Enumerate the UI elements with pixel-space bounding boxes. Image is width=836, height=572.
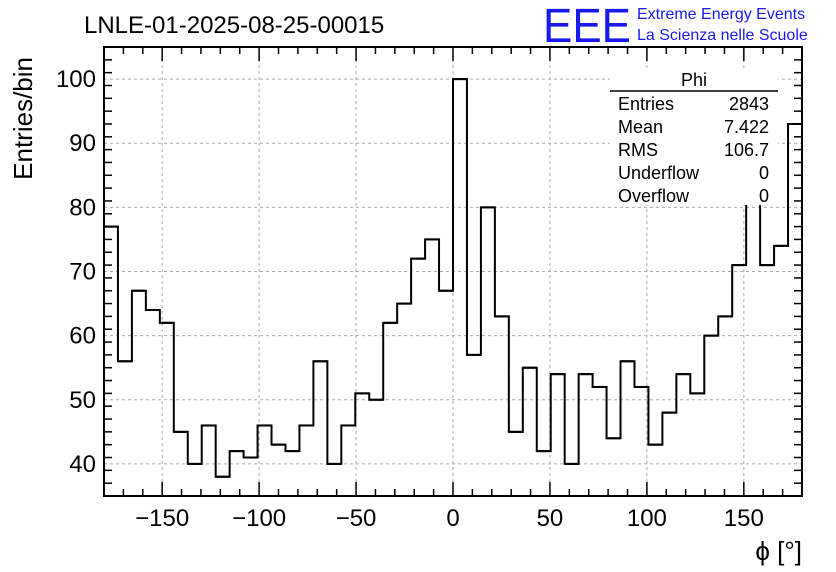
stats-row-label: Overflow [618, 186, 690, 206]
x-tick-label: −100 [232, 505, 286, 532]
x-axis-label: ϕ [°] [755, 536, 802, 566]
eee-logo: EEE Extreme Energy Events La Scienza nel… [543, 0, 808, 53]
stats-box: Phi Entries 2843 Mean 7.422 RMS 106.7 Underflo… [610, 70, 778, 206]
logo-line1: Extreme Energy Events [637, 6, 805, 23]
logo-line2: La Scienza nelle Scuole [637, 27, 808, 44]
x-tick-label: −150 [135, 505, 189, 532]
x-tick-label: −50 [336, 505, 377, 532]
stats-row-value: 0 [759, 186, 769, 206]
x-tick-label: 0 [446, 505, 459, 532]
stats-row-label: RMS [618, 140, 658, 160]
x-tick-labels: −150 −100 −50 0 50 100 150 [135, 505, 764, 532]
stats-rows: Entries 2843 Mean 7.422 RMS 106.7 Underflow 0 Ov… [618, 94, 769, 206]
stats-box-bg [610, 70, 778, 205]
stats-row-label: Entries [618, 94, 674, 114]
y-tick-labels: 40 50 60 70 80 90 100 [56, 66, 96, 478]
y-axis-label: Entries/bin [8, 57, 38, 180]
stats-row-value: 0 [759, 163, 769, 183]
plot-frame [103, 46, 803, 497]
y-tick-label: 80 [69, 194, 96, 221]
histogram-bins [104, 78, 802, 478]
stats-row-value: 106.7 [724, 140, 769, 160]
logo-mark: EEE [543, 0, 631, 53]
y-tick-label: 100 [56, 66, 96, 93]
chart-title: LNLE-01-2025-08-25-00015 [84, 12, 384, 39]
x-tick-label: 50 [537, 505, 564, 532]
stats-row-value: 7.422 [724, 117, 769, 137]
y-tick-label: 90 [69, 130, 96, 157]
x-tick-label: 150 [724, 505, 764, 532]
histogram-outline [103, 78, 803, 496]
y-tick-label: 60 [69, 323, 96, 350]
stats-row-label: Underflow [618, 163, 700, 183]
y-tick-label: 50 [69, 387, 96, 414]
y-tick-label: 40 [69, 451, 96, 478]
x-tick-label: 100 [627, 505, 667, 532]
y-tick-label: 70 [69, 259, 96, 286]
stats-row-value: 2843 [729, 94, 769, 114]
stats-title: Phi [681, 70, 707, 90]
stats-row-label: Mean [618, 117, 663, 137]
